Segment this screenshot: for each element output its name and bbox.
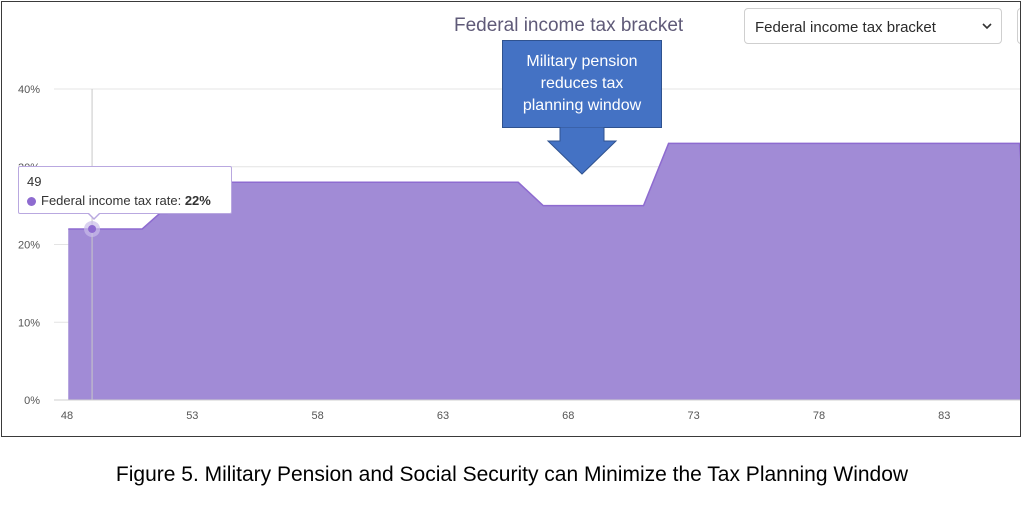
- y-tick-label: 10%: [18, 317, 40, 329]
- y-tick-label: 0%: [24, 395, 40, 407]
- secondary-select[interactable]: [1017, 8, 1020, 44]
- y-tick-label: 20%: [18, 240, 40, 252]
- tooltip-value: 22%: [184, 193, 211, 208]
- x-tick-label: 63: [437, 410, 449, 422]
- tooltip-series-label: Federal income tax rate:: [41, 193, 182, 208]
- x-tick-label: 68: [562, 410, 574, 422]
- area-line: [68, 142, 1020, 230]
- chevron-down-icon: [982, 23, 992, 30]
- y-tick-label: 40%: [18, 84, 40, 96]
- x-tick-label: 73: [688, 410, 700, 422]
- x-tick-label: 53: [186, 410, 198, 422]
- x-tick-label: 48: [61, 410, 73, 422]
- chart-type-select[interactable]: Federal income tax bracket: [744, 8, 1002, 44]
- hover-point: [88, 224, 97, 233]
- callout-line-1: Military pension: [526, 53, 638, 70]
- tooltip-pointer-inner: [88, 212, 100, 218]
- x-tick-label: 58: [312, 410, 324, 422]
- figure-caption: Figure 5. Military Pension and Social Se…: [115, 463, 909, 486]
- callout-line-3: planning window: [522, 97, 642, 114]
- x-tick-label: 83: [938, 410, 950, 422]
- series-dot-icon: [27, 197, 36, 206]
- callout-arrow-down-icon: [546, 127, 618, 175]
- callout-box: Military pension reduces tax planning wi…: [502, 40, 662, 128]
- tooltip-row: Federal income tax rate: 22%: [27, 193, 211, 208]
- callout-line-2: reduces tax: [540, 75, 624, 92]
- chart-title: Federal income tax bracket: [454, 15, 684, 36]
- select-value: Federal income tax bracket: [755, 19, 936, 36]
- chart-tooltip: 49 Federal income tax rate: 22%: [18, 166, 232, 214]
- x-tick-label: 78: [813, 410, 825, 422]
- tooltip-x-value: 49: [27, 174, 42, 189]
- area-fill: [68, 143, 1020, 400]
